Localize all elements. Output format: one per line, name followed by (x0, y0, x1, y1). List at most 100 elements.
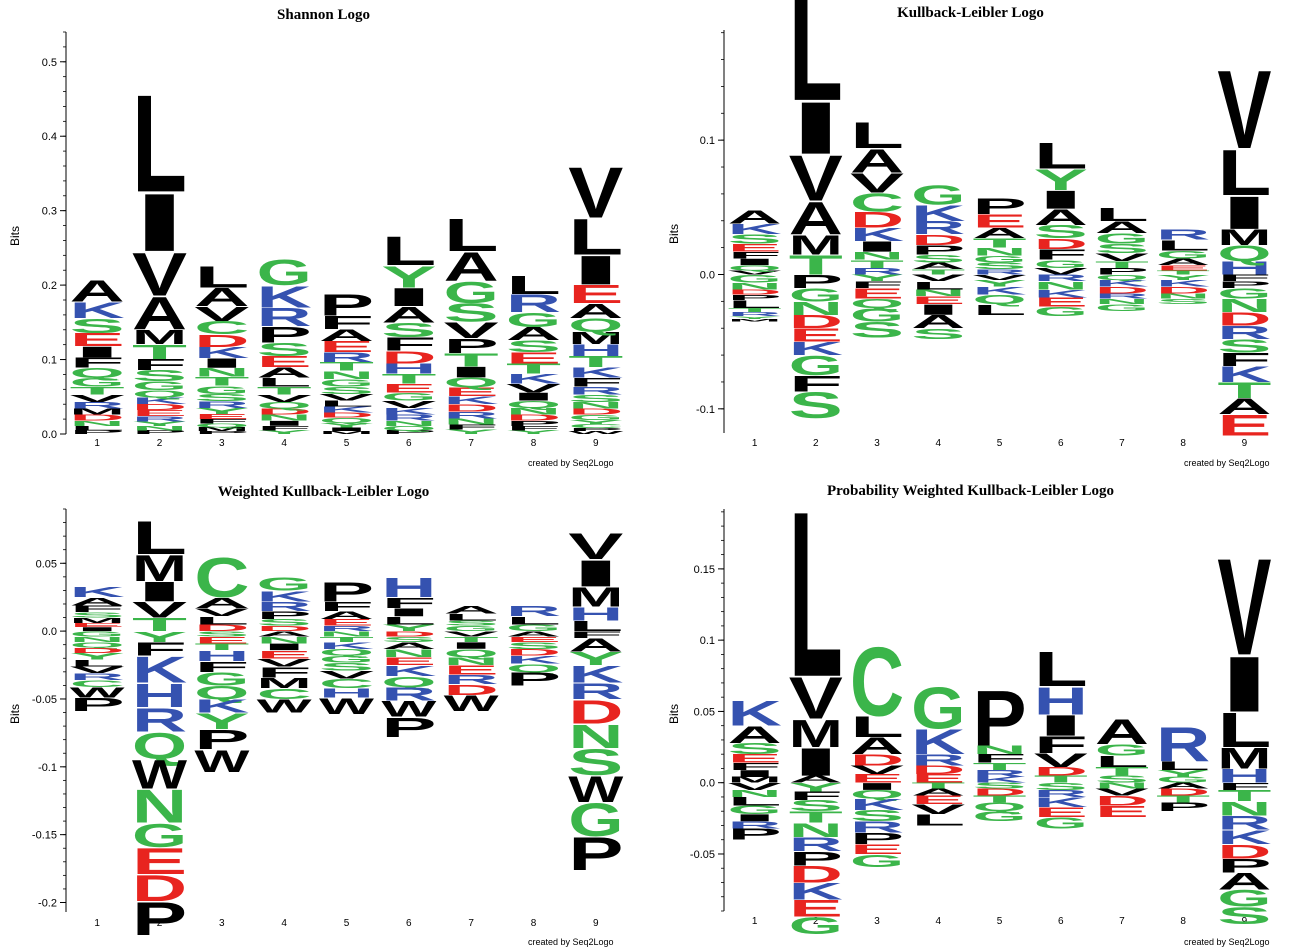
logo-letter-A: A (1095, 712, 1149, 752)
logo-letter-R: R (257, 599, 312, 614)
letter-glyph: T (789, 808, 843, 826)
letter-glyph: C (70, 678, 125, 688)
letter-glyph: K (789, 879, 843, 905)
x-tick-label: 2 (157, 438, 163, 449)
letter-glyph: L (1034, 641, 1088, 696)
logo-letter-V: V (789, 666, 843, 732)
letter-glyph: Y (850, 273, 904, 283)
letter-glyph: D (70, 413, 125, 422)
logo-letter-S: S (850, 318, 904, 343)
letter-glyph: K (1034, 287, 1088, 299)
letter-glyph: L (506, 614, 561, 627)
letter-glyph: M (319, 430, 374, 435)
letter-glyph: P (319, 288, 374, 322)
x-tick-label: 2 (813, 438, 819, 449)
logo-letter-T: T (1217, 378, 1271, 403)
logo-letter-D: D (132, 403, 187, 412)
letter-glyph: G (789, 913, 843, 939)
logo-letter-Q: Q (70, 366, 125, 381)
letter-glyph: Q (444, 647, 499, 660)
logo-letter-T: T (319, 360, 374, 374)
logo-letter-H: H (194, 648, 249, 665)
logo-letter-K: K (319, 405, 375, 414)
letter-glyph: T (444, 635, 499, 643)
letter-glyph: M (70, 616, 125, 624)
logo-letter-R: R (1034, 273, 1088, 283)
letter-glyph: A (1217, 394, 1271, 419)
letter-glyph: F (70, 604, 125, 614)
letter-glyph: S (506, 640, 561, 650)
letter-glyph: G (1034, 258, 1088, 270)
letter-glyph: A (257, 630, 312, 638)
letter-glyph: S (972, 781, 1026, 790)
logo-letter-R: R (911, 751, 965, 769)
logo-letter-N: N (194, 366, 249, 380)
y-tick-label: 0.0 (700, 269, 715, 281)
letter-glyph: E (319, 617, 374, 627)
logo-letter-K: K (1217, 362, 1271, 387)
letter-glyph: M (70, 407, 125, 416)
x-tick-label: 4 (935, 438, 941, 449)
logo-letter-D: D (381, 348, 436, 368)
logo-letter-A: A (70, 595, 125, 608)
letter-glyph: E (1217, 409, 1271, 442)
letter-glyph: A (70, 595, 125, 608)
letter-glyph: E (728, 752, 782, 765)
letter-glyph: G (1095, 741, 1149, 759)
logo-letter-G: G (728, 273, 782, 285)
letter-glyph: V (257, 656, 312, 669)
letter-glyph: R (506, 290, 561, 317)
letter-glyph: Q (568, 315, 623, 336)
logo-letter-A: A (506, 324, 561, 345)
letter-glyph: R (257, 303, 312, 331)
letter-glyph: G (257, 253, 312, 293)
logo-letter-P: P (1217, 855, 1271, 877)
logo-letter-P: P (444, 335, 499, 358)
letter-glyph: I (257, 419, 312, 427)
credit-text: created by Seq2Logo (528, 937, 614, 947)
letter-glyph: P (444, 335, 499, 358)
y-tick-label: 0.05 (694, 706, 715, 718)
logo-letter-G: G (132, 816, 187, 854)
logo-letter-P: P (972, 674, 1026, 763)
letter-glyph: K (381, 406, 436, 416)
logo-letter-P: P (319, 288, 374, 322)
logo-letter-C: C (194, 546, 249, 609)
letter-glyph: Y (194, 406, 249, 415)
logo-letter-N: N (728, 281, 782, 291)
letter-glyph: Q (1217, 241, 1271, 266)
letter-glyph: E (444, 663, 499, 678)
logo-letter-L: L (132, 511, 187, 564)
logo-letter-E: E (728, 752, 782, 765)
logo-letter-V: V (319, 668, 374, 681)
letter-glyph: E (1156, 264, 1210, 272)
letter-glyph: D (911, 231, 965, 248)
letter-glyph: P (911, 243, 965, 257)
logo-letter-W: W (444, 691, 499, 716)
logo-letter-V: V (194, 606, 249, 619)
logo-letter-R: R (1156, 226, 1210, 243)
logo-letter-G: G (444, 275, 499, 309)
letter-glyph: H (1217, 258, 1271, 279)
letter-glyph: A (70, 274, 125, 308)
logo-letter-N: N (1217, 798, 1271, 820)
logo-letter-K: K (1156, 278, 1210, 288)
letter-glyph: R (728, 311, 782, 317)
letter-glyph: K (319, 640, 374, 650)
logo-letter-V: V (319, 392, 375, 402)
logo-letter-P: P (319, 576, 374, 608)
logo-letter-T: T (444, 635, 499, 643)
panel-title: Weighted Kullback-Leibler Logo (217, 484, 430, 500)
letter-glyph: G (70, 630, 125, 638)
logo-letter-E: E (911, 793, 965, 806)
logo-letter-L: L (1095, 753, 1149, 771)
letter-glyph: D (444, 681, 499, 698)
letter-glyph: V (506, 381, 561, 395)
letter-glyph: K (1034, 794, 1088, 810)
logo-letter-F: F (1217, 781, 1271, 792)
letter-glyph: T (194, 375, 249, 389)
logo-letter-H: H (1034, 679, 1088, 723)
logo-letter-T: T (319, 635, 374, 643)
logo-letter-T: T (1156, 269, 1211, 275)
logo-letter-R: R (1217, 812, 1271, 834)
